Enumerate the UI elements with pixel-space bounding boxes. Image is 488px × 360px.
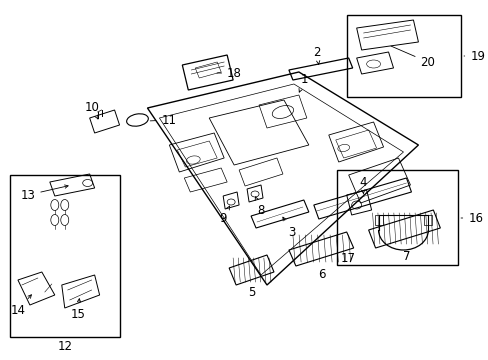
Bar	[10, 175, 119, 337]
Text: 15: 15	[70, 299, 85, 321]
Text: 8: 8	[255, 197, 264, 216]
Bar	[346, 15, 460, 97]
Text: 19: 19	[463, 50, 484, 63]
Text: 13: 13	[20, 185, 68, 202]
Text: 20: 20	[390, 46, 434, 68]
Text: 1: 1	[298, 72, 308, 92]
Text: 6: 6	[317, 269, 325, 282]
Text: 2: 2	[312, 45, 320, 64]
Text: 10: 10	[84, 100, 99, 119]
Text: 14: 14	[10, 295, 31, 316]
Text: 11: 11	[150, 113, 176, 126]
Text: 7: 7	[402, 249, 409, 262]
Text: 16: 16	[460, 212, 482, 225]
Text: 17: 17	[340, 252, 354, 265]
Text: 12: 12	[57, 341, 72, 354]
Text: 18: 18	[217, 67, 242, 80]
Text: 4: 4	[358, 176, 366, 194]
Text: 5: 5	[248, 287, 255, 300]
Text: 3: 3	[282, 217, 295, 239]
Text: 9: 9	[219, 206, 229, 225]
Bar	[336, 170, 457, 265]
